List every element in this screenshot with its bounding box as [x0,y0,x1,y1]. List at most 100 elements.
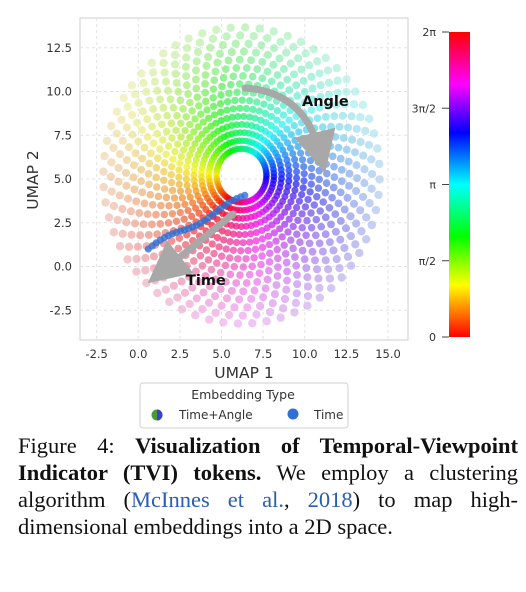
scatter-point-time-angle [242,104,250,113]
scatter-point-time-angle [165,202,173,210]
scatter-point-time-angle [176,96,185,105]
scatter-point-time-angle [300,87,309,96]
scatter-point-time-angle [270,229,278,237]
scatter-point-time-angle [273,245,281,254]
scatter-point-time-angle [249,31,258,41]
scatter-point-time-angle [374,190,383,200]
scatter-point-time-angle [302,231,310,240]
scatter-point-time-angle [150,276,160,285]
scatter-point-time-angle [158,250,167,259]
scatter-point-time-angle [229,72,238,81]
scatter-point-time-angle [156,95,165,104]
scatter-point-time-angle [104,213,114,222]
scatter-point-time-angle [140,199,149,208]
scatter-point-time-angle [147,149,155,158]
scatter-point-time-angle [346,261,356,270]
scatter-point-time-angle [134,137,143,146]
scatter-point-time-angle [287,198,295,206]
scatter-point-time-angle [351,240,360,249]
scatter-point-time-angle [329,246,338,255]
scatter-point-time-angle [213,259,221,267]
scatter-point-time-angle [334,199,343,208]
scatter-point-time-angle [313,114,322,123]
scatter-point-time-angle [273,272,282,280]
scatter-point-time-angle [217,252,226,260]
scatter-point-time-angle [227,286,236,295]
scatter-point-time-angle [167,270,176,279]
scatter-point-time-angle [307,106,316,114]
scatter-point-time-angle [342,145,351,154]
scatter-point-time-angle [172,217,181,226]
scatter-point-time-angle [358,100,368,110]
scatter-point-time-angle [346,212,355,221]
scatter-point-time-angle [258,57,267,66]
scatter-point-time-angle [168,186,177,195]
scatter-point-time-angle [315,175,323,184]
scatter-point-time-angle [282,285,291,294]
scatter-point-time-angle [175,266,184,275]
scatter-point-time-angle [325,274,335,283]
colorbar-tick-label: 0 [429,331,436,344]
scatter-point-time-angle [112,129,121,138]
scatter-point-time-angle [239,263,248,271]
scatter-point-time-angle [227,221,235,229]
scatter-point-time-angle [247,294,256,303]
scatter-point-time-angle [181,126,189,135]
x-tick-labels: -2.5 0.0 2.5 5.0 7.5 10.0 12.5 15.0 [85,347,400,361]
scatter-point-time-angle [148,68,158,77]
scatter-point-time-angle [201,80,209,88]
scatter-point-time-angle [326,142,335,151]
scatter-point-time-angle [285,166,293,174]
scatter-point-time-angle [210,76,219,85]
scatter-points [99,23,384,328]
scatter-point-time-angle [132,267,141,276]
scatter-point-time-angle [307,72,316,81]
scatter-point-time-angle [360,179,369,188]
scatter-point-time-angle [269,44,279,53]
y-tick-label: 2.5 [54,216,72,230]
y-tick-label: 7.5 [54,128,72,142]
scatter-point-time-angle [269,27,278,36]
scatter-point-time-angle [327,122,335,131]
scatter-point-time-angle [153,129,162,138]
scatter-point-time-angle [305,61,314,70]
scatter-point-time-angle [291,298,301,308]
scatter-point-time-angle [251,245,260,253]
scatter-point-time-angle [342,87,351,97]
citation-year[interactable]: 2018 [307,487,353,512]
time-annotation: Time [186,273,226,289]
scatter-point-time-angle [258,226,266,235]
scatter-point-time-angle [138,154,147,163]
scatter-point-time-angle [188,283,197,292]
scatter-point-time-angle [193,93,202,101]
scatter-point-time-angle [157,120,166,129]
scatter-point-time-angle [223,106,231,114]
scatter-point-time-angle [139,78,148,88]
scatter-point-time-angle [182,261,191,270]
scatter-point-time-angle [189,257,198,265]
scatter-point-time-angle [308,84,317,93]
scatter-point-time-angle [220,236,228,244]
scatter-point-time-angle [235,295,244,304]
scatter-point-time-angle [251,114,259,122]
scatter-point-time-angle [188,107,196,115]
citation-author[interactable]: McInnes et al. [131,487,284,512]
scatter-point-time-angle [352,186,361,196]
scatter-point-time-angle [301,203,310,211]
scatter-point-time-angle [122,181,131,190]
scatter-point-time-angle [289,150,297,158]
scatter-point-time-angle [233,88,241,96]
scatter-point-time-angle [263,50,272,59]
scatter-point-time-angle [150,77,159,86]
scatter-point-time-angle [300,98,309,107]
scatter-point-time-angle [355,248,364,258]
scatter-point-time-angle [175,180,183,188]
scatter-point-time-angle [197,110,205,118]
scatter-point-time-angle [365,199,374,208]
scatter-point-time-angle [122,218,131,227]
scatter-point-time-angle [146,190,155,199]
scatter-point-time-angle [293,204,301,212]
scatter-point-time-angle [281,208,289,216]
scatter-point-time-angle [292,180,300,188]
scatter-point-time-angle [289,42,298,52]
